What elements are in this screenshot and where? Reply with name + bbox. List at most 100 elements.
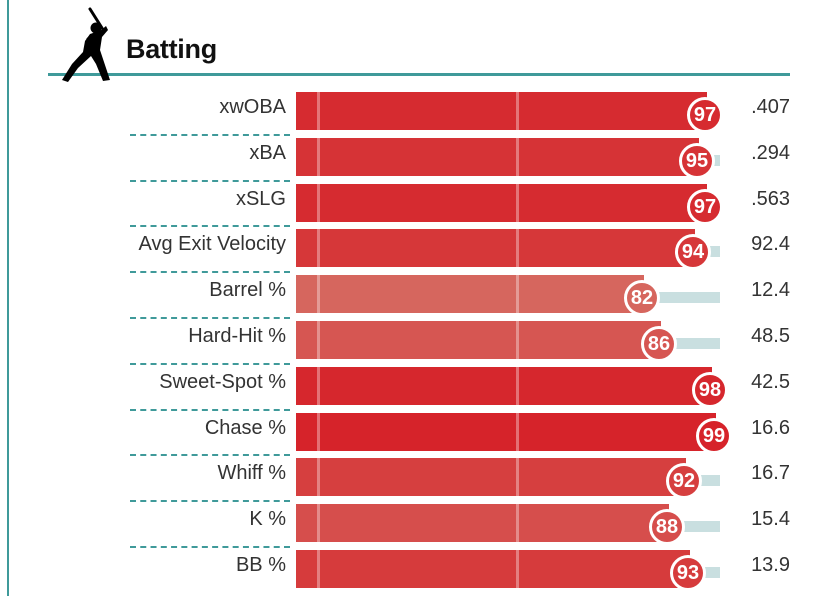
bar-gridline (317, 275, 320, 314)
percentile-badge: 88 (649, 509, 685, 546)
bar-gridline (317, 458, 320, 497)
metric-value: .294 (751, 141, 790, 164)
percentile-bar (296, 321, 661, 359)
percentile-badge: 97 (687, 188, 723, 225)
bar-gridline (516, 412, 519, 451)
percentile-badge: 98 (692, 371, 728, 408)
metric-label: Sweet-Spot % (159, 370, 286, 393)
percentile-badge: 99 (696, 417, 732, 454)
percentile-track: 86 (296, 321, 720, 362)
metric-value: 92.4 (751, 233, 790, 256)
percentile-badge: 92 (666, 463, 702, 500)
bar-gridline (317, 412, 320, 451)
percentile-track: 95 (296, 137, 720, 179)
metric-label: Avg Exit Velocity (138, 233, 286, 256)
bar-gridline (516, 137, 519, 176)
metric-label: Chase % (204, 416, 286, 439)
metric-row: K % 88 15.4 (0, 496, 824, 546)
metric-row: Sweet-Spot % 98 42.5 (0, 359, 824, 408)
metric-row: BB % 93 13.9 (0, 542, 824, 591)
bar-gridline (516, 550, 519, 588)
metric-value: 48.5 (751, 325, 790, 347)
bar-gridline (516, 183, 519, 222)
percentile-track: 97 (296, 183, 723, 225)
bar-gridline (516, 504, 519, 543)
row-divider (130, 179, 290, 182)
row-divider (130, 408, 290, 411)
row-divider (130, 546, 290, 548)
percentile-badge: 94 (675, 234, 711, 271)
percentile-badge: 82 (624, 280, 660, 317)
percentile-badge: 93 (670, 555, 706, 591)
percentile-track: 93 (296, 550, 720, 591)
percentile-bar (296, 458, 686, 497)
bar-gridline (516, 366, 519, 405)
percentile-track: 98 (296, 366, 728, 408)
metric-value: .407 (751, 96, 790, 118)
metric-value: 12.4 (751, 279, 790, 302)
metric-row: Hard-Hit % 86 48.5 (0, 313, 824, 362)
metric-row: Avg Exit Velocity 94 92.4 (0, 221, 824, 271)
percentile-badge: 86 (641, 326, 677, 362)
percentile-track: 99 (296, 412, 732, 454)
percentile-bar (296, 366, 712, 405)
bar-gridline (516, 458, 519, 497)
metric-value: 42.5 (751, 370, 790, 393)
metric-value: 16.7 (751, 462, 790, 485)
bar-gridline (516, 321, 519, 359)
bar-gridline (516, 229, 519, 268)
bar-gridline (317, 321, 320, 359)
left-accent-rule (7, 0, 9, 596)
metric-row: Barrel % 82 12.4 (0, 267, 824, 317)
metric-row: xBA 95 .294 (0, 130, 824, 179)
percentile-badge: 97 (687, 97, 723, 133)
metric-value: 15.4 (751, 508, 790, 531)
percentile-bar (296, 275, 644, 314)
percentile-badge: 95 (679, 142, 715, 179)
percentile-track: 94 (296, 229, 720, 271)
bar-gridline (317, 366, 320, 405)
metric-label: BB % (235, 554, 286, 576)
metric-label: xSLG (235, 187, 286, 210)
percentile-track: 97 (296, 92, 723, 133)
metric-row: Whiff % 92 16.7 (0, 450, 824, 500)
bar-gridline (516, 275, 519, 314)
bar-gridline (317, 229, 320, 268)
batter-silhouette-icon (62, 7, 110, 82)
metric-value: 13.9 (751, 554, 790, 576)
row-divider (130, 225, 290, 228)
row-divider (130, 271, 290, 274)
bar-gridline (317, 137, 320, 176)
metric-value: 16.6 (751, 416, 790, 439)
metric-label: xwOBA (219, 96, 286, 118)
bar-gridline (317, 92, 320, 130)
percentile-bar (296, 183, 707, 222)
metric-row: Chase % 99 16.6 (0, 405, 824, 454)
metric-label: Whiff % (217, 462, 286, 485)
row-divider (130, 500, 290, 503)
metric-label: xBA (249, 141, 286, 164)
bar-gridline (317, 550, 320, 588)
percentile-track: 82 (296, 275, 720, 317)
section-header: Batting (48, 0, 790, 82)
percentile-bar (296, 92, 707, 130)
bar-gridline (317, 504, 320, 543)
percentile-bar (296, 412, 716, 451)
row-divider (130, 317, 290, 319)
metric-label: Barrel % (209, 279, 286, 302)
row-divider (130, 454, 290, 457)
percentile-bar (296, 229, 695, 268)
metric-row: xwOBA 97 .407 (0, 84, 824, 133)
percentile-track: 92 (296, 458, 720, 500)
metric-label: Hard-Hit % (188, 325, 286, 347)
metric-value: .563 (751, 187, 790, 210)
percentile-track: 88 (296, 504, 720, 546)
metric-label: K % (249, 508, 286, 531)
percentile-bar (296, 504, 669, 543)
row-divider (130, 362, 290, 365)
metric-row: xSLG 97 .563 (0, 176, 824, 225)
bar-gridline (317, 183, 320, 222)
percentile-bar (296, 137, 699, 176)
row-divider (130, 133, 290, 136)
